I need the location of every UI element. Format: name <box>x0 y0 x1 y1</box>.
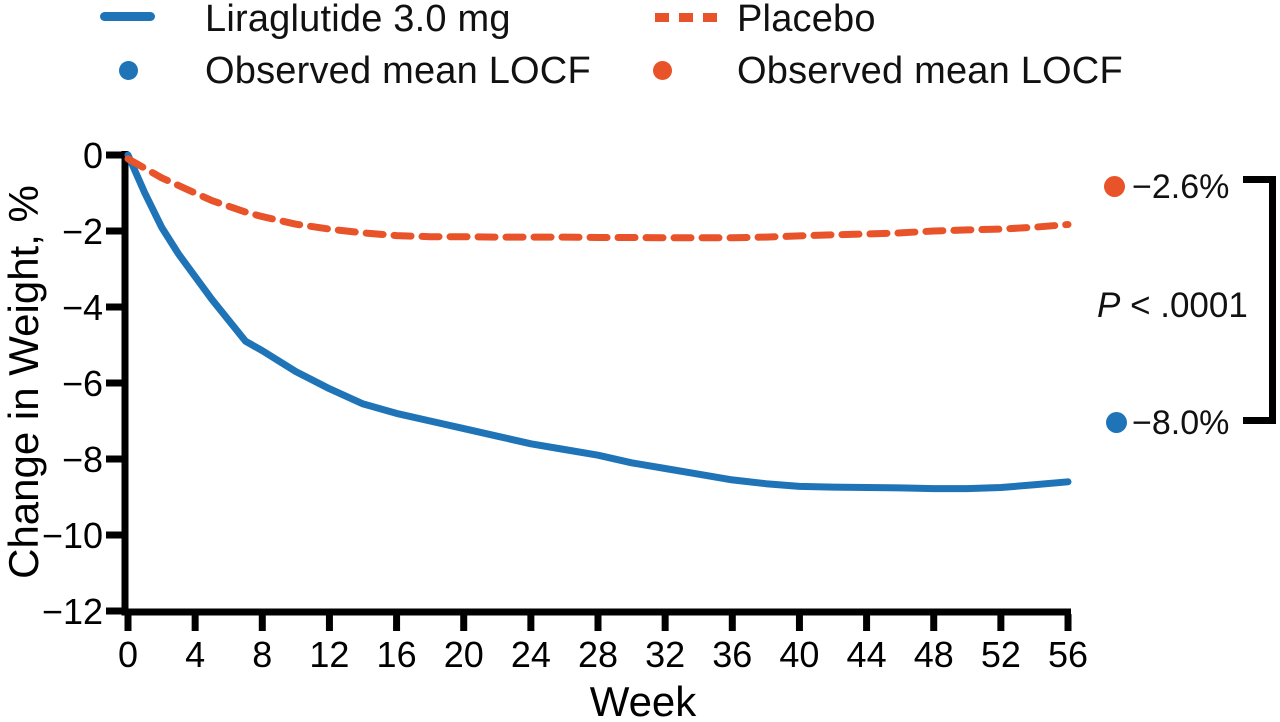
placebo-dot-swatch-icon <box>653 61 672 80</box>
legend-label-observed-liraglutide: Observed mean LOCF <box>205 50 591 92</box>
p-value: P < .0001 <box>1097 286 1248 325</box>
y-tick-label: −4 <box>62 287 103 328</box>
comparison-bracket <box>1243 176 1276 424</box>
x-tick-label: 0 <box>118 634 138 675</box>
curves <box>124 151 1072 493</box>
placebo-dashed-line-swatch-icon <box>655 13 717 22</box>
legend-label-observed-placebo: Observed mean LOCF <box>737 50 1123 92</box>
y-tick-label: −12 <box>42 591 103 632</box>
x-tick-label: 8 <box>252 634 272 675</box>
liraglutide-locf-marker-icon <box>1106 412 1127 433</box>
x-tick-label: 52 <box>981 634 1021 675</box>
x-tick-label: 32 <box>645 634 685 675</box>
x-tick-label: 16 <box>377 634 417 675</box>
y-tick-label: −10 <box>42 515 103 556</box>
x-tick-label: 48 <box>914 634 954 675</box>
x-tick-label: 56 <box>1048 634 1088 675</box>
x-tick-label: 12 <box>309 634 349 675</box>
liraglutide-line-swatch-icon <box>100 12 155 21</box>
legend-label-placebo: Placebo <box>737 0 876 40</box>
y-axis-title: Change in Weight, % <box>0 185 47 579</box>
y-tick-label: 0 <box>83 135 103 176</box>
y-tick-label: −8 <box>62 439 103 480</box>
x-tick-label: 20 <box>444 634 484 675</box>
placebo-curve <box>124 155 1072 242</box>
placebo-locf-value: −2.6% <box>1132 168 1230 206</box>
x-tick-label: 36 <box>712 634 752 675</box>
liraglutide-locf-value: −8.0% <box>1132 404 1230 442</box>
x-tick-label: 40 <box>779 634 819 675</box>
x-tick-label: 28 <box>578 634 618 675</box>
x-tick-label: 24 <box>511 634 551 675</box>
liraglutide-dot-swatch-icon <box>119 61 138 80</box>
axes: 0 4 8 12 16 20 24 28 32 36 40 44 48 52 560−2−4−6−8−10−… <box>42 135 1088 675</box>
y-tick-label: −6 <box>62 363 103 404</box>
x-tick-label: 4 <box>185 634 205 675</box>
x-axis-title: Week <box>590 678 698 722</box>
x-tick-label: 44 <box>847 634 887 675</box>
legend-label-liraglutide: Liraglutide 3.0 mg <box>205 0 511 40</box>
y-tick-label: −2 <box>62 211 103 252</box>
liraglutide-3-0-mg-curve <box>124 151 1072 493</box>
placebo-locf-marker-icon <box>1104 176 1125 197</box>
